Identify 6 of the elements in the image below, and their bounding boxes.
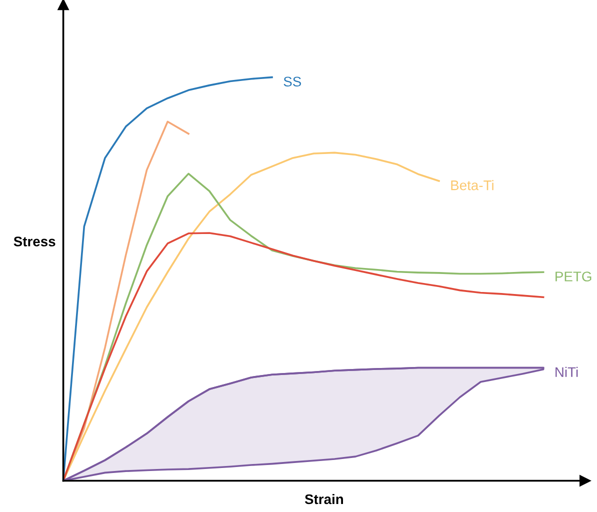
y-axis-title: Stress [14, 236, 56, 246]
series-label: Beta-Ti [451, 180, 494, 190]
series-label: NiTi [556, 366, 578, 377]
series-label: PETG [556, 272, 592, 282]
x-axis-title: Strain [304, 494, 343, 504]
series-label: SS [284, 76, 301, 87]
